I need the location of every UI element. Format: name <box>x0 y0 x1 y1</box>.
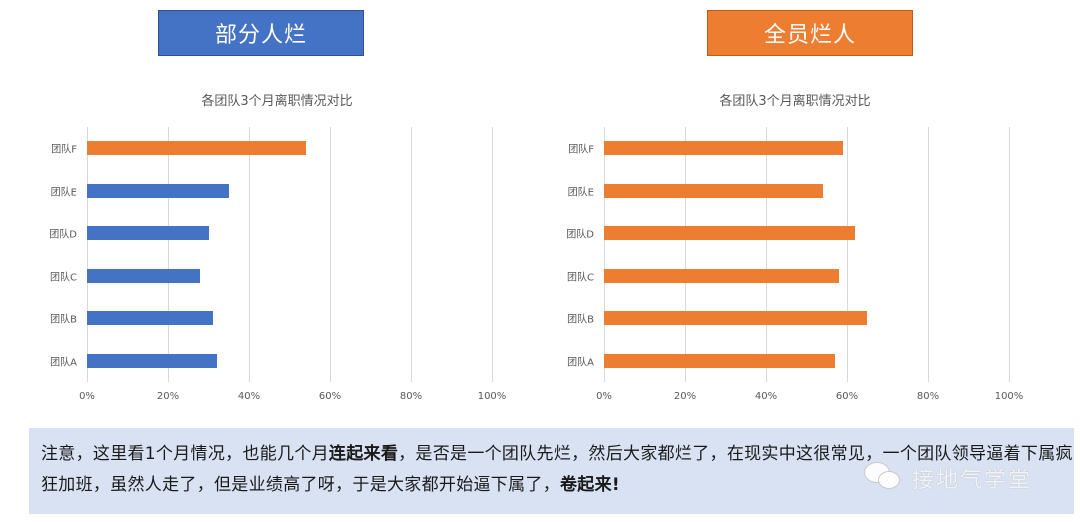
bar <box>604 183 823 198</box>
gridline <box>87 127 88 382</box>
gridline <box>249 127 250 382</box>
bar <box>604 226 856 241</box>
gridline <box>168 127 169 382</box>
gridline <box>1009 127 1010 382</box>
banner-label: 部分人烂 <box>214 23 307 48</box>
bar <box>604 268 839 283</box>
bar <box>87 183 229 198</box>
x-tick-label: 40% <box>237 391 261 402</box>
bar <box>604 141 843 156</box>
x-tick-label: 100% <box>994 391 1024 402</box>
bar <box>87 226 209 241</box>
x-tick-label: 40% <box>754 391 778 402</box>
x-tick-label: 20% <box>156 391 180 402</box>
category-label: 团队A <box>567 357 594 369</box>
x-tick-label: 20% <box>673 391 697 402</box>
bar <box>87 311 213 326</box>
category-label: 团队D <box>566 229 594 241</box>
category-label: 团队E <box>567 187 594 199</box>
bar <box>87 353 217 368</box>
category-label: 团队D <box>49 229 77 241</box>
category-label: 团队A <box>50 357 77 369</box>
gridline <box>330 127 331 382</box>
banner-all-bad: 全员烂人 <box>707 10 913 56</box>
gridline <box>928 127 929 382</box>
gridline <box>604 127 605 382</box>
watermark-text: 接地气学堂 <box>912 468 1033 493</box>
chart-all-bad: 各团队3个月离职情况对比 0% 20% 40% 60% 80% 100% 团队A 团队B 团队C… <box>517 80 1037 410</box>
plot-area: 0% 20% 40% 60% 80% 100% 团队A 团队B 团队C 团队D 团队E 团队F <box>566 127 1023 402</box>
bar <box>87 268 201 283</box>
x-tick-label: 80% <box>916 391 940 402</box>
gridline <box>411 127 412 382</box>
category-label: 团队F <box>568 144 594 156</box>
bar <box>604 311 868 326</box>
banner-partial-bad: 部分人烂 <box>158 10 364 56</box>
note-emphasis: 卷起来! <box>560 475 620 495</box>
chart-title: 各团队3个月离职情况对比 <box>719 94 871 109</box>
x-tick-label: 60% <box>318 391 342 402</box>
note-box: 注意，这里看1个月情况，也能几个月连起来看，是否是一个团队先烂，然后大家都烂了，… <box>29 428 1074 514</box>
watermark: 接地气学堂 <box>862 462 1032 494</box>
category-label: 团队B <box>50 314 77 326</box>
note-text: ，是否是一个团队先烂，然后大家都烂了，在现实中这很常见，一个团队领导逼着下属疯狂… <box>41 444 1073 495</box>
bar <box>87 141 306 156</box>
gridline <box>492 127 493 382</box>
chart-partial-bad: 各团队3个月离职情况对比 0% 20% 40% 60% 80% 100% 团队A 团队B 团队C… <box>0 80 520 410</box>
gridline <box>847 127 848 382</box>
category-label: 团队C <box>50 272 77 284</box>
banner-label: 全员烂人 <box>763 23 856 48</box>
wechat-icon <box>862 462 906 494</box>
gridline <box>685 127 686 382</box>
bar <box>604 353 835 368</box>
note-text: 注意，这里看1个月情况，也能几个月 <box>41 444 329 464</box>
note-emphasis: 连起来看 <box>328 444 399 464</box>
x-tick-label: 60% <box>835 391 859 402</box>
plot-area: 0% 20% 40% 60% 80% 100% 团队A 团队B 团队C 团队D 团队E 团队F <box>49 127 506 402</box>
x-tick-label: 0% <box>596 391 612 402</box>
x-tick-label: 100% <box>477 391 507 402</box>
category-label: 团队F <box>51 144 77 156</box>
category-label: 团队C <box>567 272 594 284</box>
chart-title: 各团队3个月离职情况对比 <box>201 94 353 109</box>
category-label: 团队B <box>567 314 594 326</box>
x-tick-label: 0% <box>79 391 95 402</box>
category-label: 团队E <box>50 187 77 199</box>
gridline <box>766 127 767 382</box>
x-tick-label: 80% <box>399 391 423 402</box>
